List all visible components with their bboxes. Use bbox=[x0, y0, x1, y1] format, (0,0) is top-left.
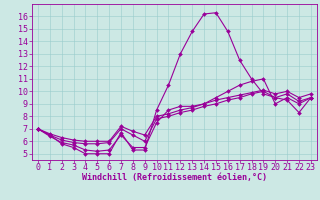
X-axis label: Windchill (Refroidissement éolien,°C): Windchill (Refroidissement éolien,°C) bbox=[82, 173, 267, 182]
